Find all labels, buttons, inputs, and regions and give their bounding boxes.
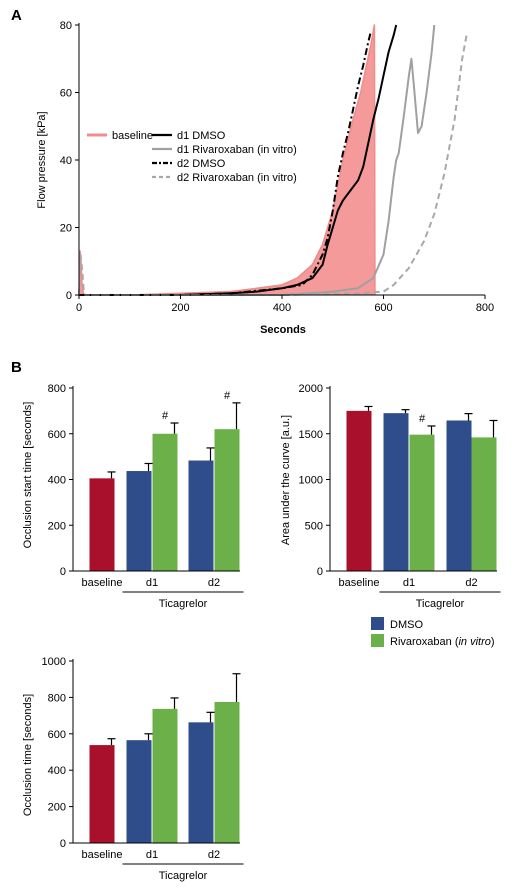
bar-d2-rivaroxaban-in-vitro [214, 701, 240, 843]
category-label-d2: d2 [465, 577, 477, 589]
bar-d1-rivaroxaban-in-vitro [152, 433, 178, 571]
legend-label-dmso: DMSO [390, 619, 423, 631]
bar-legend: DMSO Rivaroxaban (in vitro) [371, 617, 495, 648]
chart-occlusion-time: Occlusion time [seconds] 0 200 400 600 800 10… [22, 656, 244, 882]
category-label-baseline: baseline [82, 849, 123, 861]
bar-d1-dmso [383, 413, 409, 571]
bar-d2-dmso [446, 420, 472, 571]
chart-a-ytick-label: 60 [60, 88, 72, 100]
chart-a-marks [78, 24, 469, 296]
legend-swatch-rivaroxaban [371, 634, 384, 647]
chart-a-ytick-label: 40 [60, 155, 72, 167]
category-label-d1: d1 [146, 577, 158, 589]
bar-d1-rivaroxaban-in-vitro [152, 708, 178, 843]
chart-b2-ytick-label: 1000 [299, 475, 323, 487]
bar-d1-rivaroxaban-in-vitro [409, 434, 435, 571]
category-label-d1: d1 [403, 577, 415, 589]
chart-b1-ytick-label: 0 [60, 566, 66, 578]
legend-label-d1-rivaroxaban-in-vitro: d1 Rivaroxaban (in vitro) [177, 144, 297, 156]
category-label-baseline: baseline [339, 577, 380, 589]
chart-b3-ylabel: Occlusion time [seconds] [22, 694, 34, 816]
chart-b1-ytick-label: 800 [48, 383, 66, 395]
category-label-d2: d2 [208, 577, 220, 589]
bar-d2-rivaroxaban-in-vitro [214, 429, 240, 571]
chart-b1-ytick-label: 200 [48, 520, 66, 532]
legend-swatch-dmso [371, 617, 384, 630]
legend-label-d2-rivaroxaban-in-vitro: d2 Rivaroxaban (in vitro) [177, 172, 297, 184]
chart-a-xtick-label: 400 [273, 302, 291, 314]
chart-a-xtick-label: 800 [476, 302, 494, 314]
chart-b3-ytick-label: 1000 [42, 656, 66, 668]
legend-label-baseline: baseline [112, 130, 153, 142]
chart-a-xtick-label: 0 [76, 302, 82, 314]
series-baseline-line [78, 24, 376, 296]
chart-b3-group-label: Ticagrelor [159, 870, 208, 882]
annotation-d1-rivaroxaban-in-vitro: # [162, 410, 169, 422]
chart-b2-ytick-label: 500 [305, 520, 323, 532]
bar-baseline-baseline [89, 478, 115, 571]
chart-b3-ytick-label: 200 [48, 802, 66, 814]
legend-label-rivaroxaban: Rivaroxaban (in vitro) [390, 636, 495, 648]
annotation-d1-rivaroxaban-in-vitro: # [419, 413, 426, 425]
chart-b3-ytick-label: 800 [48, 692, 66, 704]
legend-label-d2-dmso: d2 DMSO [177, 158, 226, 170]
series-d2-rivaroxaban-in-vitro-line [78, 31, 469, 296]
chart-a-legend: baseline d1 DMSO d1 Rivaroxaban (in vitro)… [87, 130, 297, 184]
series-baseline-area [79, 25, 375, 295]
series-d2-dmso-line [79, 31, 372, 296]
chart-a-ytick-label: 80 [60, 20, 72, 32]
chart-a-ytick-label: 0 [66, 290, 72, 302]
chart-a-xtick-label: 600 [374, 302, 392, 314]
chart-b2-ytick-label: 0 [317, 566, 323, 578]
bar-baseline-baseline [89, 745, 115, 843]
legend-label-d1-dmso: d1 DMSO [177, 130, 226, 142]
chart-b2-ylabel: Area under the curve [a.u.] [280, 415, 292, 545]
chart-a-xtick-label: 200 [171, 302, 189, 314]
bar-d1-dmso [126, 471, 152, 571]
chart-occlusion-start-time: Occlusion start time [seconds] # #0 200 400… [22, 383, 244, 610]
annotation-d2-rivaroxaban-in-vitro: # [224, 390, 231, 402]
chart-b3-ytick-label: 400 [48, 765, 66, 777]
bar-d2-dmso [188, 460, 214, 571]
chart-b1-group-label: Ticagrelor [159, 598, 208, 610]
chart-a-xlabel: Seconds [260, 324, 306, 336]
bar-d2-rivaroxaban-in-vitro [471, 437, 497, 571]
chart-b1-ylabel: Occlusion start time [seconds] [22, 402, 34, 549]
chart-b2-ytick-label: 1500 [299, 429, 323, 441]
category-label-baseline: baseline [82, 577, 123, 589]
chart-b1-ytick-label: 400 [48, 475, 66, 487]
bar-baseline-baseline [346, 410, 372, 571]
chart-flow-pressure: 0 200 400 600 800 0 20 40 60 80 Seconds Flow pres… [36, 20, 494, 336]
chart-b2-ytick-label: 2000 [299, 383, 323, 395]
chart-b3-ytick-label: 0 [60, 838, 66, 850]
category-label-d2: d2 [208, 849, 220, 861]
chart-a-ytick-label: 20 [60, 223, 72, 235]
panel-label-b: B [11, 359, 22, 376]
category-label-d1: d1 [146, 849, 158, 861]
chart-area-under-curve: Area under the curve [a.u.] #0 500 1000 150… [280, 383, 501, 610]
bar-d1-dmso [126, 740, 152, 843]
chart-b2-group-label: Ticagrelor [416, 598, 465, 610]
bar-d2-dmso [188, 722, 214, 843]
panel-label-a: A [11, 7, 22, 24]
chart-b3-ytick-label: 600 [48, 729, 66, 741]
chart-a-axes: 0 200 400 600 800 0 20 40 60 80 [60, 20, 494, 314]
chart-b1-ytick-label: 600 [48, 429, 66, 441]
series-d1-rivaroxaban-in-vitro-line [79, 24, 436, 296]
chart-a-ylabel: Flow pressure [kPa] [36, 111, 48, 208]
